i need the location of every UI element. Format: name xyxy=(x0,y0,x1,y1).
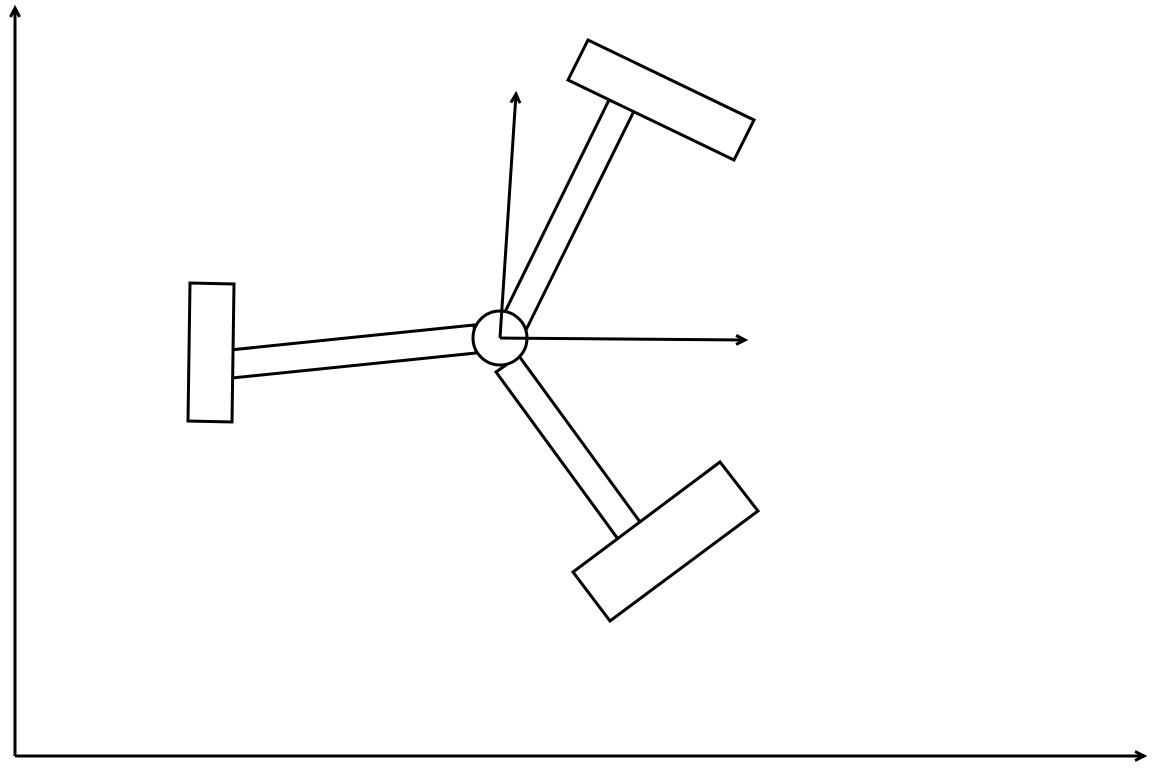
wheel-3 xyxy=(496,356,758,621)
wheel-2-arm xyxy=(230,325,476,378)
global-y-axis xyxy=(10,8,19,756)
global-x-axis xyxy=(15,751,1144,760)
wheel-1 xyxy=(503,40,754,328)
wheel-1-arm xyxy=(503,100,634,328)
robot-kinematics-diagram xyxy=(0,0,1159,776)
wheel-2 xyxy=(188,283,476,422)
wheel-2-roller xyxy=(188,283,234,422)
local-x-axis xyxy=(500,335,745,344)
